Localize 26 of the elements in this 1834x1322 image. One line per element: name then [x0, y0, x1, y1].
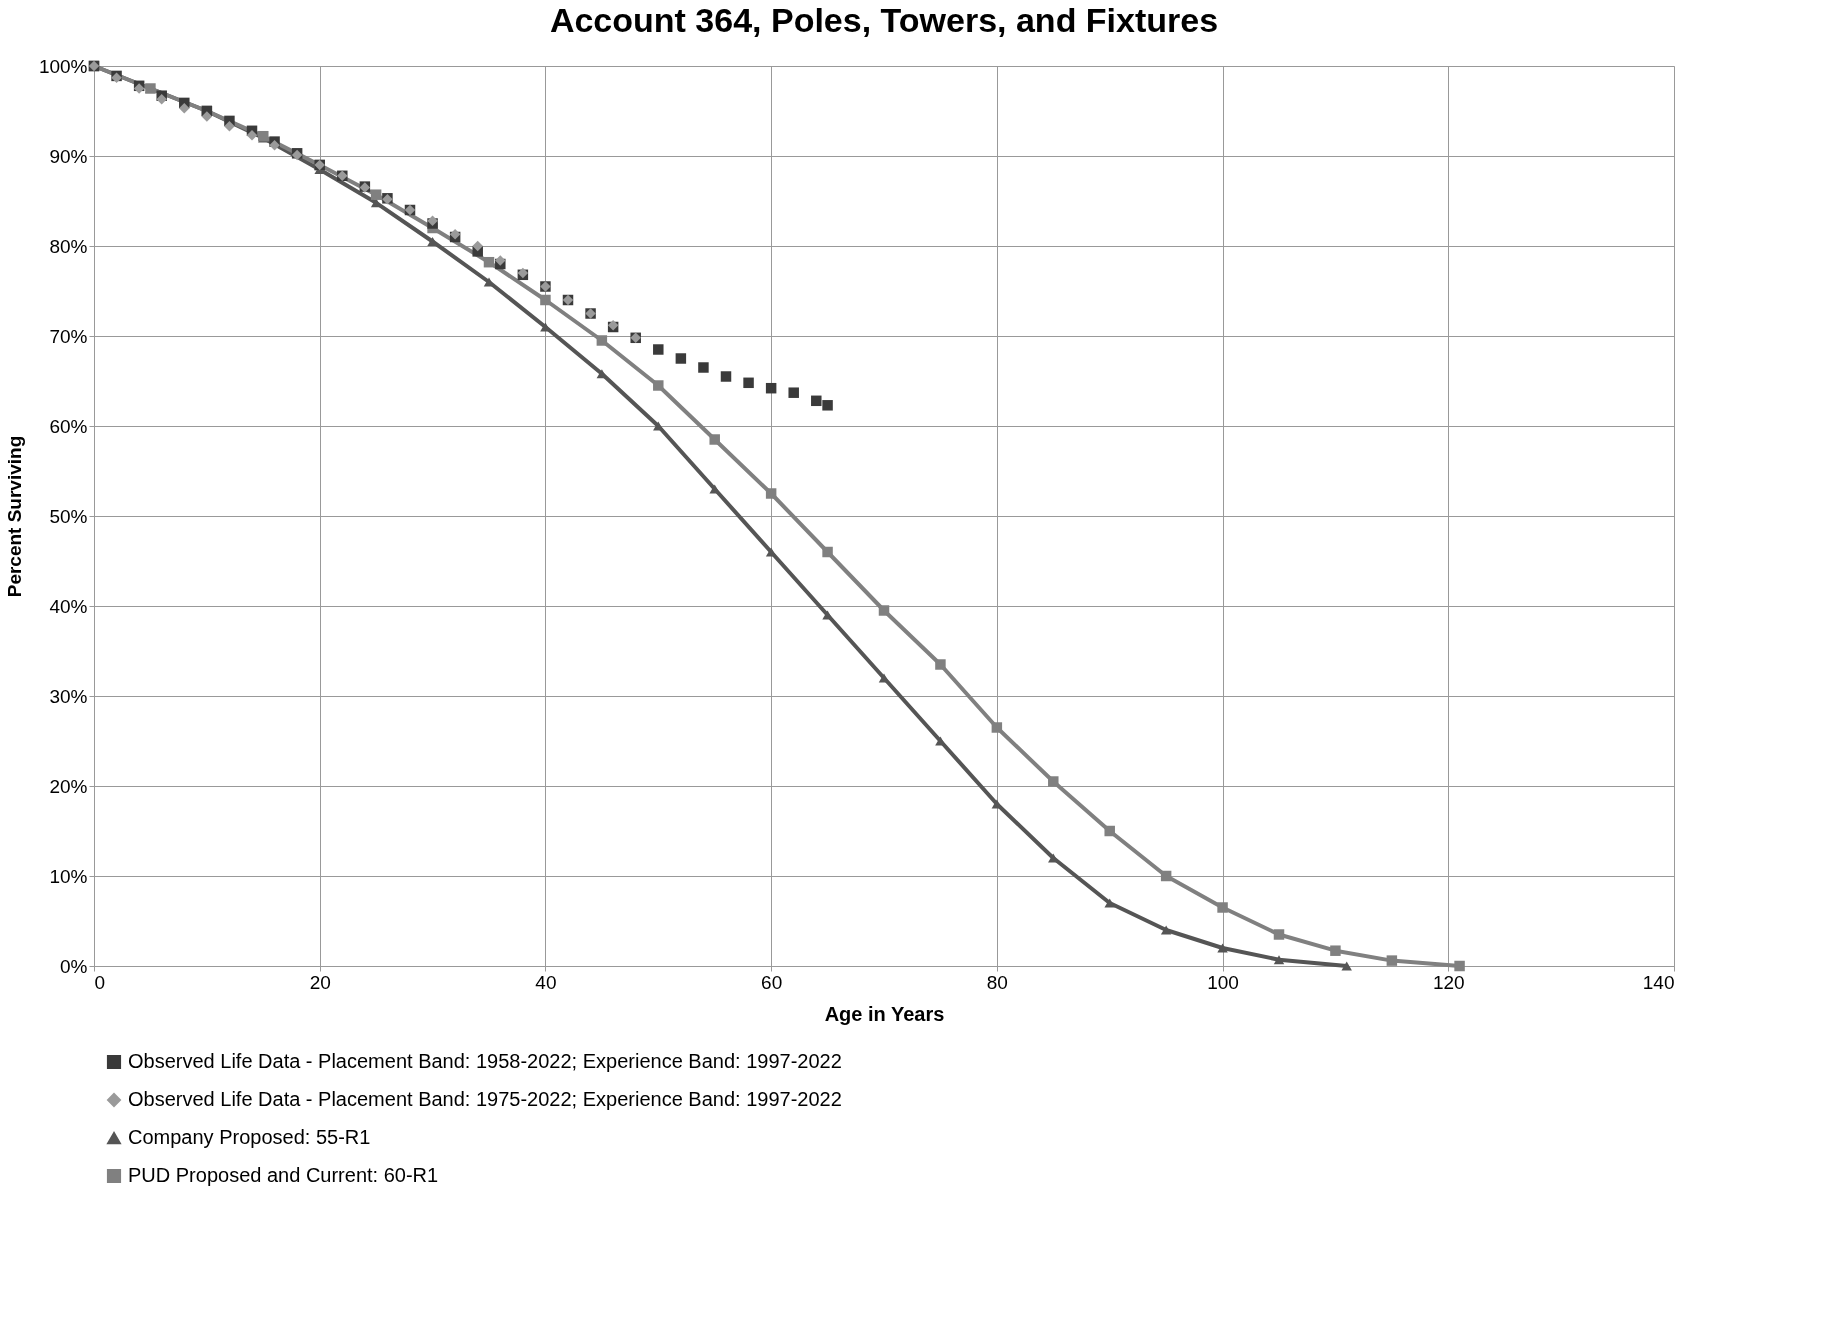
legend-label: Observed Life Data - Placement Band: 1975-2022; Experience Band: 1997-2022 [128, 1088, 842, 1110]
y-tick-label: 100% [38, 55, 88, 77]
x-axis-title: Age in Years [824, 1002, 945, 1025]
y-tick-label: 80% [49, 235, 88, 257]
y-tick-label: 60% [49, 415, 88, 437]
legend-label: Company Proposed: 55-R1 [128, 1126, 371, 1148]
x-tick-label: 100 [1207, 971, 1239, 993]
y-axis-title: Percent Surviving [3, 435, 25, 598]
x-tick-label: 120 [1432, 971, 1465, 993]
y-tick-label: 90% [49, 145, 88, 167]
x-tick-label: 80 [986, 971, 1008, 993]
x-tick-label: 40 [535, 971, 557, 993]
chart-title: Account 364, Poles, Towers, and Fixtures [549, 1, 1219, 39]
legend-label: PUD Proposed and Current: 60-R1 [128, 1164, 439, 1186]
x-tick-label: 60 [761, 971, 783, 993]
legend-label: Observed Life Data - Placement Band: 1958-2022; Experience Band: 1997-2022 [128, 1050, 842, 1072]
x-tick-label: 20 [309, 971, 331, 993]
y-tick-label: 70% [49, 325, 88, 347]
x-tick-label: 140 [1642, 971, 1675, 993]
y-tick-label: 30% [49, 685, 88, 707]
y-tick-label: 50% [49, 505, 88, 527]
y-tick-label: 10% [49, 865, 88, 887]
x-tick-label: 0 [94, 971, 106, 993]
y-tick-label: 0% [60, 955, 88, 977]
y-tick-label: 20% [49, 775, 88, 797]
y-tick-label: 40% [49, 595, 88, 617]
